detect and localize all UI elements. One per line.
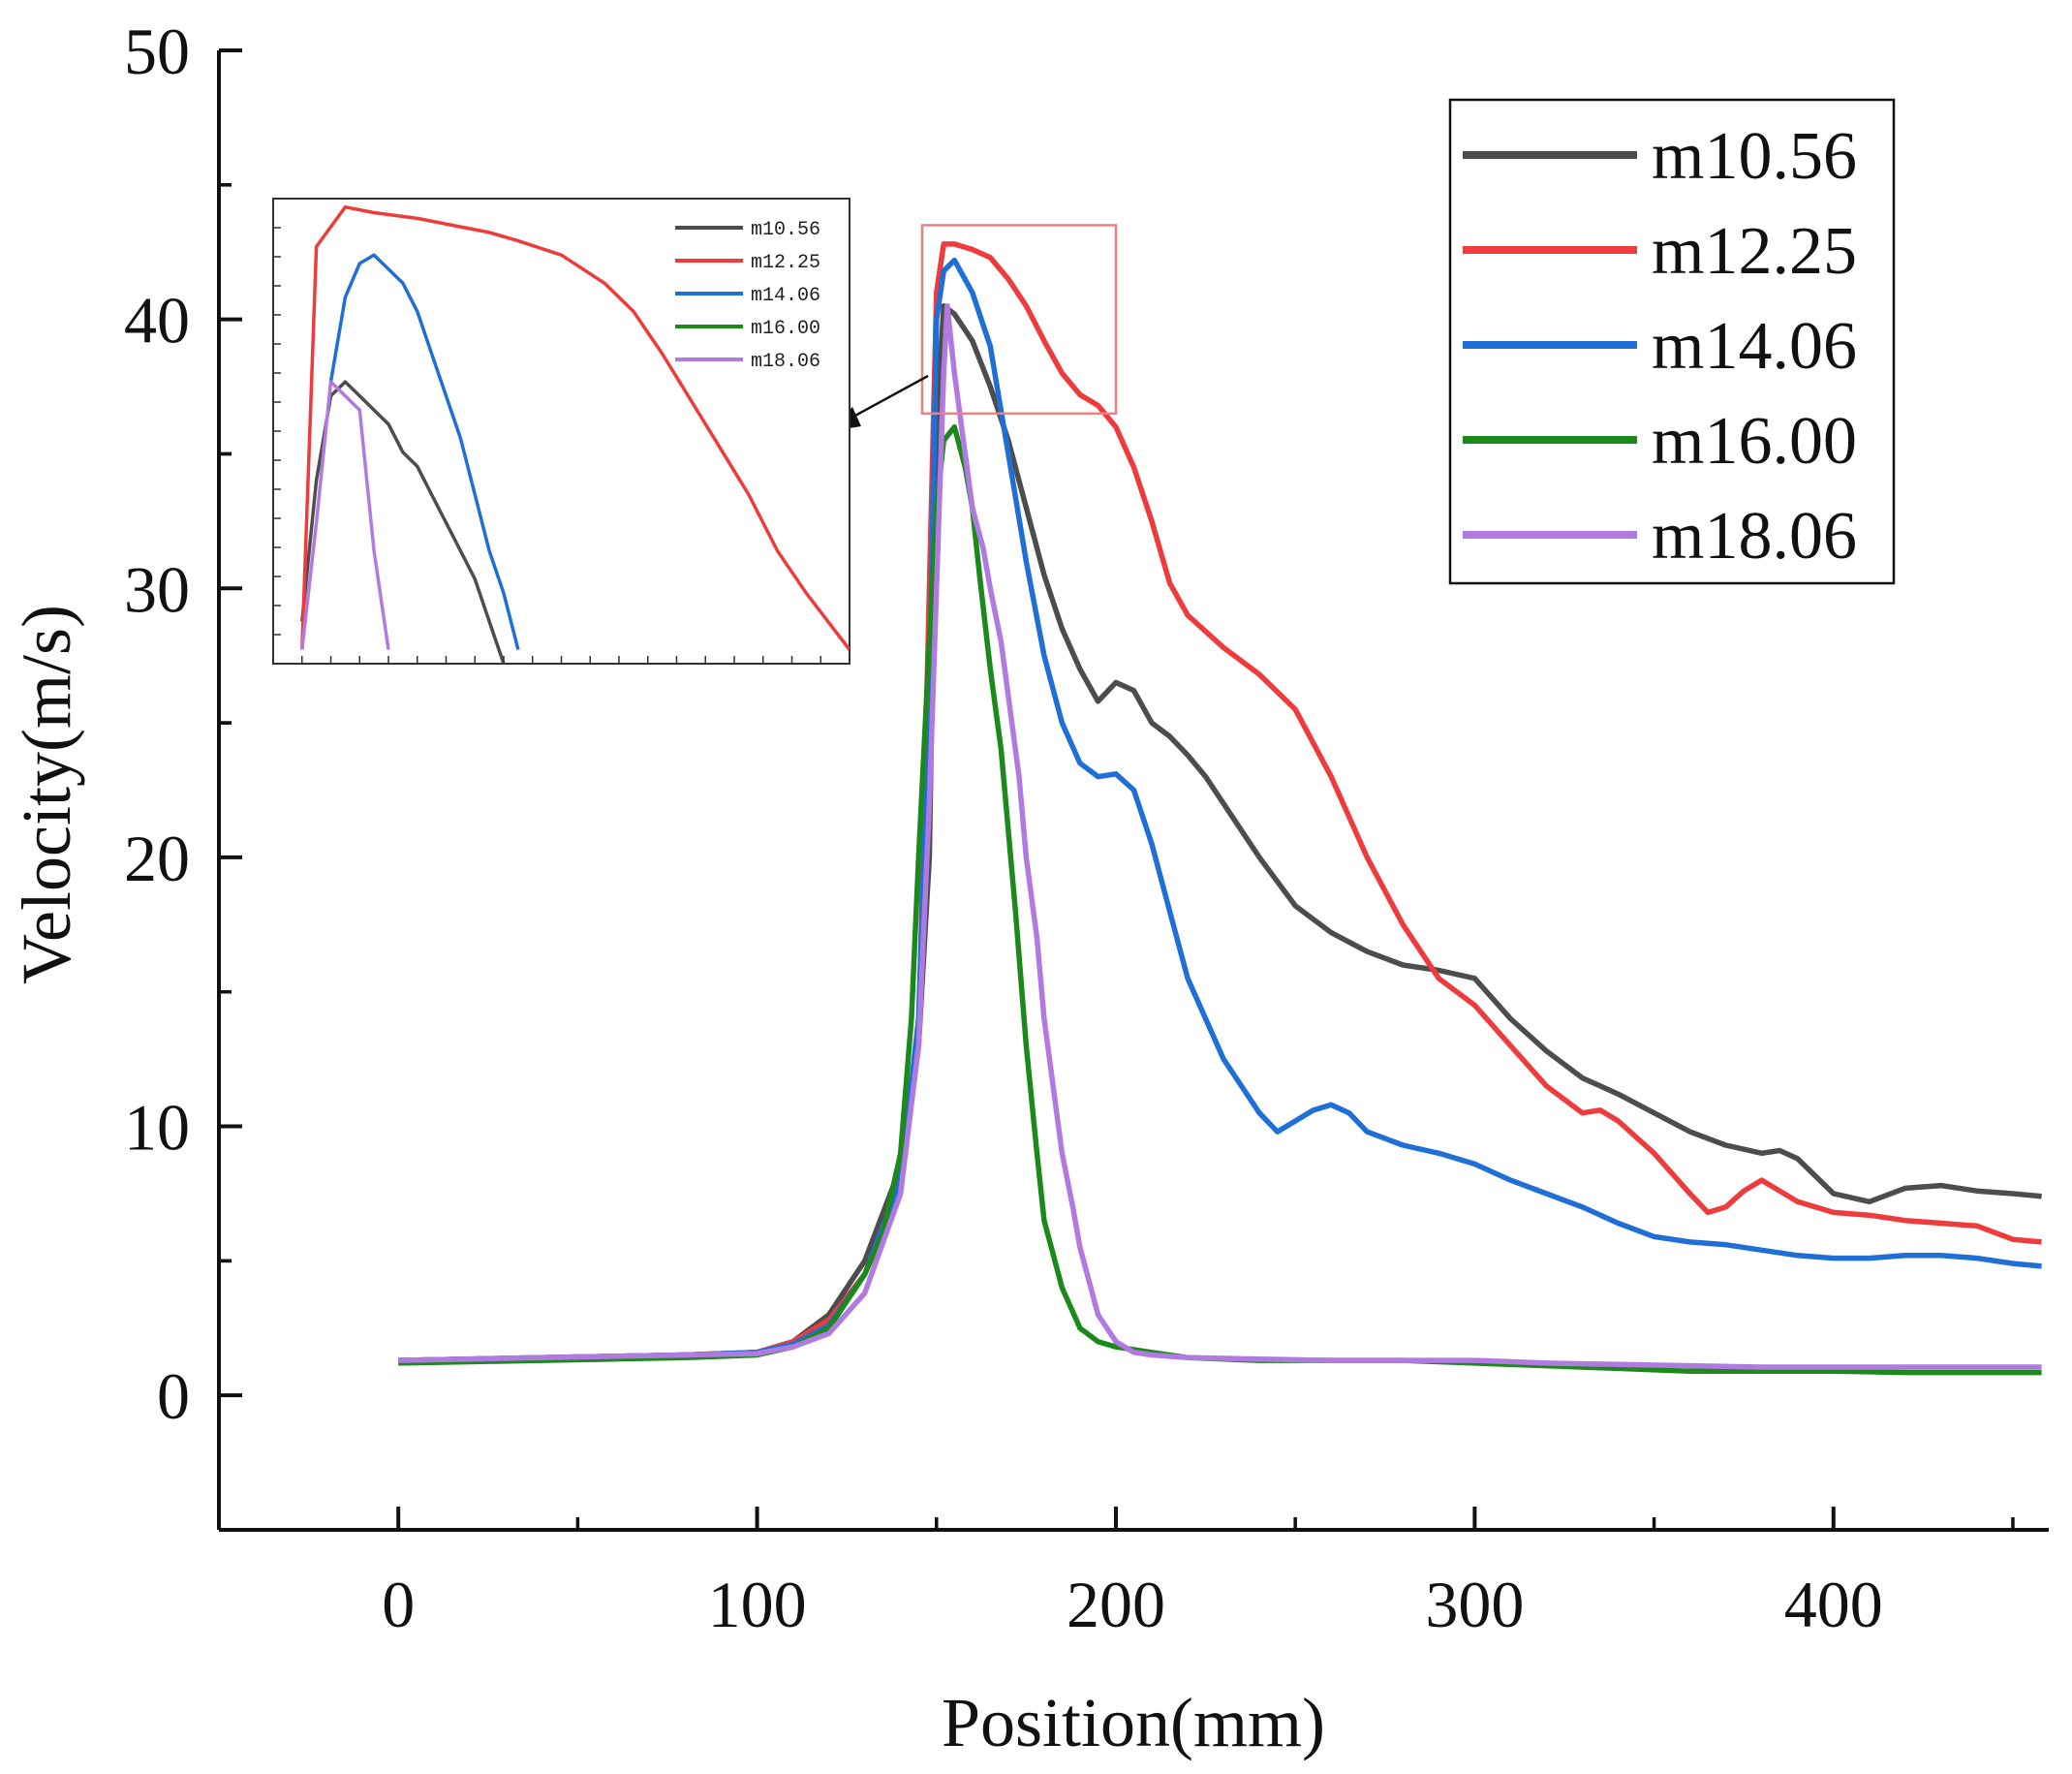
y-tick-label: 10 bbox=[124, 1091, 190, 1165]
x-tick-label: 400 bbox=[1784, 1568, 1883, 1641]
x-tick-label: 0 bbox=[382, 1568, 415, 1641]
legend-label-m16.00: m16.00 bbox=[1652, 404, 1857, 479]
x-tick-label: 100 bbox=[708, 1568, 807, 1641]
inset-series-layer bbox=[300, 204, 850, 664]
x-axis-title: Position(mm) bbox=[942, 1684, 1325, 1761]
y-tick-label: 20 bbox=[124, 822, 190, 895]
inset-legend-label-m10.56: m10.56 bbox=[751, 219, 820, 241]
inset-series-line-m14.06 bbox=[328, 253, 520, 650]
legend-label-m18.06: m18.06 bbox=[1652, 499, 1857, 574]
y-tick-label: 0 bbox=[157, 1359, 190, 1433]
legend-label-m10.56: m10.56 bbox=[1652, 119, 1857, 194]
y-axis-title: Velocity(m/s) bbox=[8, 605, 85, 984]
main-series-layer bbox=[398, 241, 2042, 1376]
x-tick-label: 300 bbox=[1425, 1568, 1524, 1641]
inset-legend-label-m14.06: m14.06 bbox=[751, 285, 820, 307]
x-tick-label: 200 bbox=[1067, 1568, 1165, 1641]
inset-legend-label-m18.06: m18.06 bbox=[751, 351, 820, 373]
inset-zoom-plot: m10.56 m12.25 m14.06 m16.00 m18.06 bbox=[272, 198, 850, 665]
inset-legend: m10.56 m12.25 m14.06 m16.00 m18.06 bbox=[675, 219, 820, 373]
zoom-pointer-arrow bbox=[842, 374, 929, 424]
y-tick-label: 50 bbox=[124, 15, 190, 88]
legend-label-m14.06: m14.06 bbox=[1652, 309, 1857, 384]
y-tick-label: 30 bbox=[124, 552, 190, 626]
y-tick-label: 40 bbox=[124, 284, 190, 358]
zoom-region-box bbox=[920, 224, 1118, 416]
inset-legend-label-m16.00: m16.00 bbox=[751, 318, 820, 340]
x-axis: 0 100 200 300 400 bbox=[219, 1507, 2049, 1641]
legend-label-m12.25: m12.25 bbox=[1652, 214, 1857, 289]
legend: m10.56 m12.25 m14.06 m16.00 m18.06 bbox=[1448, 98, 1896, 585]
series-line-m18.06 bbox=[398, 303, 2042, 1370]
inset-series-line-m18.06 bbox=[300, 380, 390, 650]
inset-series-line-m12.25 bbox=[300, 204, 850, 651]
inset-series-line-m10.56 bbox=[300, 380, 506, 664]
y-axis: 0 10 20 30 40 50 bbox=[124, 15, 242, 1532]
inset-ticks bbox=[273, 227, 821, 664]
inset-legend-label-m12.25: m12.25 bbox=[751, 252, 820, 274]
